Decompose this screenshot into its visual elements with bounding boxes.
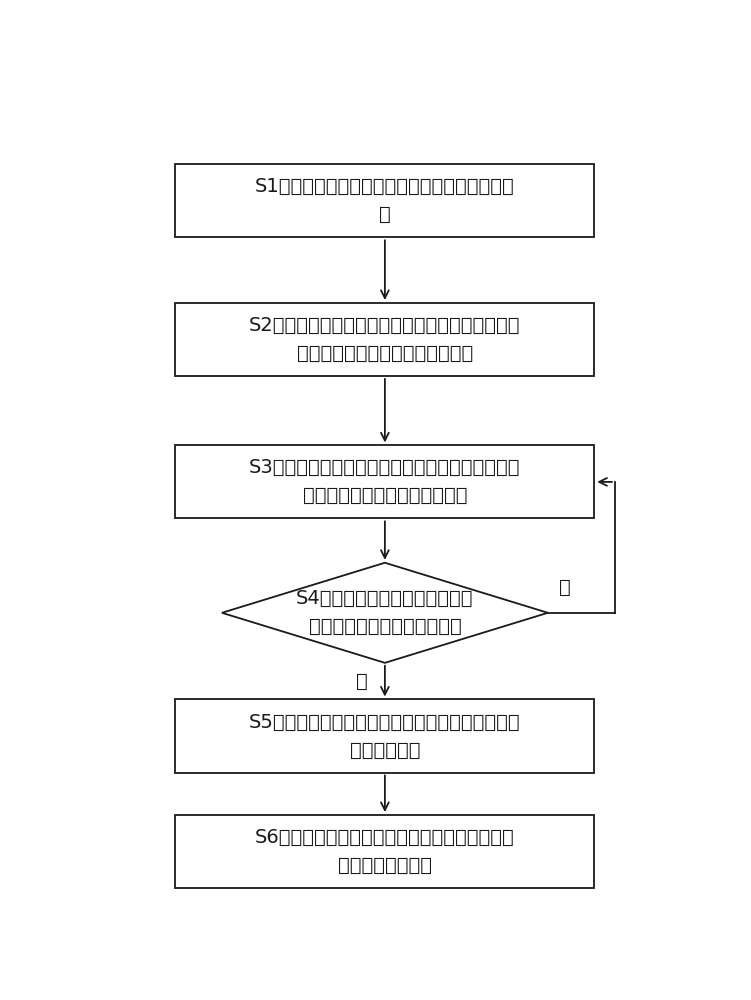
Bar (176, 164, 595, 237)
Bar (176, 445, 595, 518)
Text: 是: 是 (559, 578, 572, 597)
Bar (176, 303, 595, 376)
Bar (176, 699, 595, 773)
Text: 否: 否 (356, 672, 367, 691)
Text: S6：结合电池充电需求功率生成充电桦输出给整
车的实时充电功率: S6：结合电池充电需求功率生成充电桦输出给整 车的实时充电功率 (255, 828, 514, 875)
Text: S2：监控电池状态，根据电池状态计算电池的最大
允许充电电流和电池充电需求功率: S2：监控电池状态，根据电池状态计算电池的最大 允许充电电流和电池充电需求功率 (249, 316, 520, 363)
Text: S3：设置修正系数，由最大允许充电电流乘以修正
系数获得最大允许修正充电电流: S3：设置修正系数，由最大允许充电电流乘以修正 系数获得最大允许修正充电电流 (249, 458, 520, 505)
Text: S1：将高压附件实际使用功率相加获得附件功率
値: S1：将高压附件实际使用功率相加获得附件功率 値 (255, 177, 514, 224)
Text: S5：获取过充功率调节値，结合附件功率値得到附
件功率调节値: S5：获取过充功率调节値，结合附件功率値得到附 件功率调节値 (249, 712, 520, 760)
Bar (176, 815, 595, 888)
Polygon shape (222, 563, 547, 663)
Text: S4：判断最大允许修正充电电流
是否不小于电池实际充电电流: S4：判断最大允许修正充电电流 是否不小于电池实际充电电流 (296, 589, 474, 636)
